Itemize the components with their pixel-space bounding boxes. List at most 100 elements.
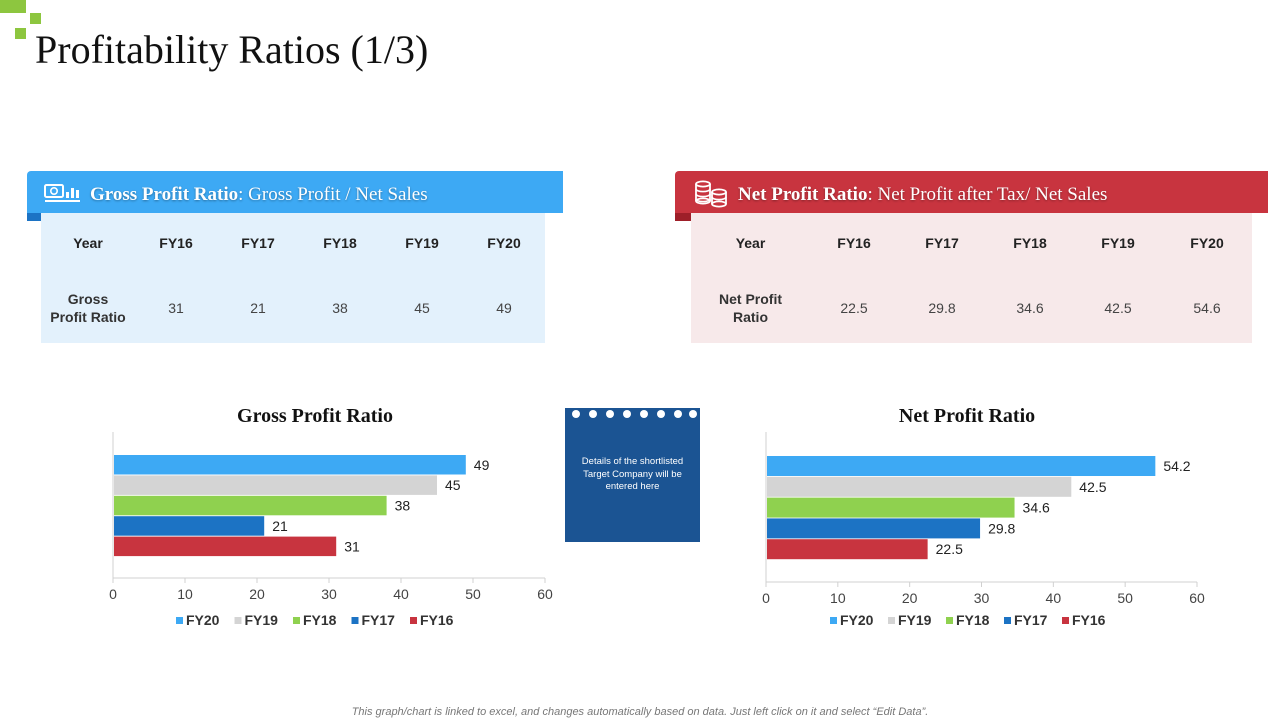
notepad-text: Details of the shortlisted Target Compan…	[581, 456, 684, 492]
legend-swatch-fy17	[1004, 617, 1011, 624]
data-label-fy18: 34.6	[1023, 500, 1050, 516]
net-value-fy16: 22.5	[840, 300, 868, 316]
legend-label-fy18: FY18	[303, 612, 337, 628]
x-tick-label: 50	[1117, 590, 1133, 606]
data-label-fy19: 45	[445, 477, 461, 493]
legend-swatch-fy16	[1062, 617, 1069, 624]
gross-header-year: Year	[73, 235, 103, 251]
table-header-row: Year FY16 FY17 FY18 FY19 FY20	[691, 213, 1252, 273]
table-row: Net Profit Ratio 22.5 29.8 34.6 42.5 54.…	[691, 273, 1252, 343]
gross-value-fy16: 31	[168, 300, 184, 316]
page-title: Profitability Ratios (1/3)	[35, 27, 429, 72]
legend-label-fy18: FY18	[956, 612, 990, 628]
net-header-fy19: FY19	[1101, 235, 1135, 251]
net-header-fy20: FY20	[1190, 235, 1224, 251]
notepad-ring-4	[623, 410, 631, 418]
bar-fy19	[767, 476, 1072, 497]
legend-label-fy20: FY20	[840, 612, 874, 628]
net-header-fy18: FY18	[1013, 235, 1047, 251]
net-header-fy16: FY16	[837, 235, 871, 251]
gross-value-fy18: 38	[332, 300, 348, 316]
net-profit-banner: Net Profit Ratio: Net Profit after Tax/ …	[675, 171, 1268, 213]
legend-swatch-fy19	[234, 617, 242, 624]
gross-banner-rest: : Gross Profit / Net Sales	[238, 184, 428, 205]
net-header-year: Year	[735, 235, 766, 251]
data-label-fy16: 31	[344, 538, 360, 554]
data-label-fy18: 38	[395, 498, 411, 514]
gross-banner-text: Gross Profit Ratio: Gross Profit / Net S…	[90, 171, 428, 219]
bar-fy18	[767, 497, 1015, 518]
net-profit-chart: 0 10 20 30 40 50 60 54.2 42.5 34.6 29.8 22.5 FY20 FY1…	[762, 432, 1205, 628]
bar-fy17	[114, 516, 265, 536]
corner-square-large	[0, 0, 26, 13]
legend-label-fy19: FY19	[898, 612, 932, 628]
x-tick-label: 60	[1189, 590, 1205, 606]
gross-banner-bold: Gross Profit Ratio	[90, 184, 239, 205]
gross-header-fy17: FY17	[241, 235, 275, 251]
notepad-ring-1	[572, 410, 580, 418]
notepad-ring-5	[640, 410, 648, 418]
gross-profit-banner: Gross Profit Ratio: Gross Profit / Net S…	[27, 171, 563, 213]
bar-fy16	[114, 536, 337, 557]
x-tick-label: 50	[465, 586, 481, 602]
net-value-fy20: 54.6	[1193, 300, 1221, 316]
legend-swatch-fy18	[293, 617, 300, 624]
x-tick-label: 20	[902, 590, 918, 606]
net-profit-table: Year FY16 FY17 FY18 FY19 FY20 Net Profit…	[691, 213, 1252, 343]
legend-label-fy17: FY17	[1014, 612, 1048, 628]
x-tick-label: 40	[1046, 590, 1062, 606]
gross-header-fy20: FY20	[487, 235, 521, 251]
net-chart-title: Net Profit Ratio	[898, 405, 1036, 427]
data-label-fy17: 21	[272, 518, 288, 534]
bar-fy20	[767, 456, 1156, 476]
x-tick-label: 10	[830, 590, 846, 606]
data-label-fy17: 29.8	[988, 520, 1015, 536]
x-tick-label: 0	[109, 586, 117, 602]
legend-swatch-fy20	[176, 617, 183, 624]
gross-header-fy18: FY18	[323, 235, 357, 251]
corner-square-tiny	[15, 28, 26, 39]
legend-swatch-fy20	[830, 617, 837, 624]
bar-fy18	[114, 495, 387, 516]
notepad-ring-2	[589, 410, 597, 418]
x-tick-label: 20	[249, 586, 265, 602]
gross-profit-table: Year FY16 FY17 FY18 FY19 FY20 Gross Prof…	[41, 213, 545, 343]
net-header-fy17: FY17	[925, 235, 959, 251]
table-header-row: Year FY16 FY17 FY18 FY19 FY20	[41, 213, 545, 273]
x-tick-label: 30	[974, 590, 990, 606]
bar-fy17	[767, 518, 981, 539]
legend-label-fy17: FY17	[362, 612, 396, 628]
net-banner-bold: Net Profit Ratio	[738, 184, 868, 205]
net-banner-rest: : Net Profit after Tax/ Net Sales	[867, 184, 1108, 205]
notepad-ring-8	[689, 410, 697, 418]
gross-chart-title: Gross Profit Ratio	[237, 405, 393, 427]
legend-swatch-fy17	[351, 617, 359, 624]
net-value-fy17: 29.8	[928, 300, 956, 316]
bar-fy20	[114, 455, 466, 475]
data-label-fy20: 54.2	[1163, 458, 1190, 474]
x-tick-label: 60	[537, 586, 553, 602]
net-value-fy18: 34.6	[1016, 300, 1044, 316]
net-banner-text: Net Profit Ratio: Net Profit after Tax/ …	[738, 171, 1107, 219]
corner-square-small	[30, 13, 41, 24]
legend-swatch-fy16	[410, 617, 417, 624]
notepad-card: Details of the shortlisted Target Compan…	[565, 408, 700, 542]
data-label-fy16: 22.5	[936, 541, 963, 557]
gross-value-fy17: 21	[250, 300, 266, 316]
footer-note: This graph/chart is linked to excel, and…	[351, 706, 929, 718]
legend-swatch-fy19	[888, 617, 895, 624]
gross-profit-chart: 0 10 20 30 40 50 60 49 45 38 21 31 FY20 FY19 FY18 FY17 F…	[109, 432, 553, 628]
x-tick-label: 30	[321, 586, 337, 602]
data-label-fy20: 49	[474, 457, 490, 473]
x-tick-label: 0	[762, 590, 770, 606]
notepad-ring-3	[606, 410, 614, 418]
legend-label-fy16: FY16	[420, 612, 454, 628]
data-label-fy19: 42.5	[1079, 479, 1106, 495]
gross-value-fy20: 49	[496, 300, 512, 316]
notepad-ring-7	[674, 410, 682, 418]
coin-stack-icon	[695, 180, 727, 208]
table-row: Gross Profit Ratio 31 21 38 45 49	[41, 273, 545, 343]
notepad-ring-6	[657, 410, 665, 418]
money-chart-icon	[44, 184, 80, 202]
x-tick-label: 10	[177, 586, 193, 602]
